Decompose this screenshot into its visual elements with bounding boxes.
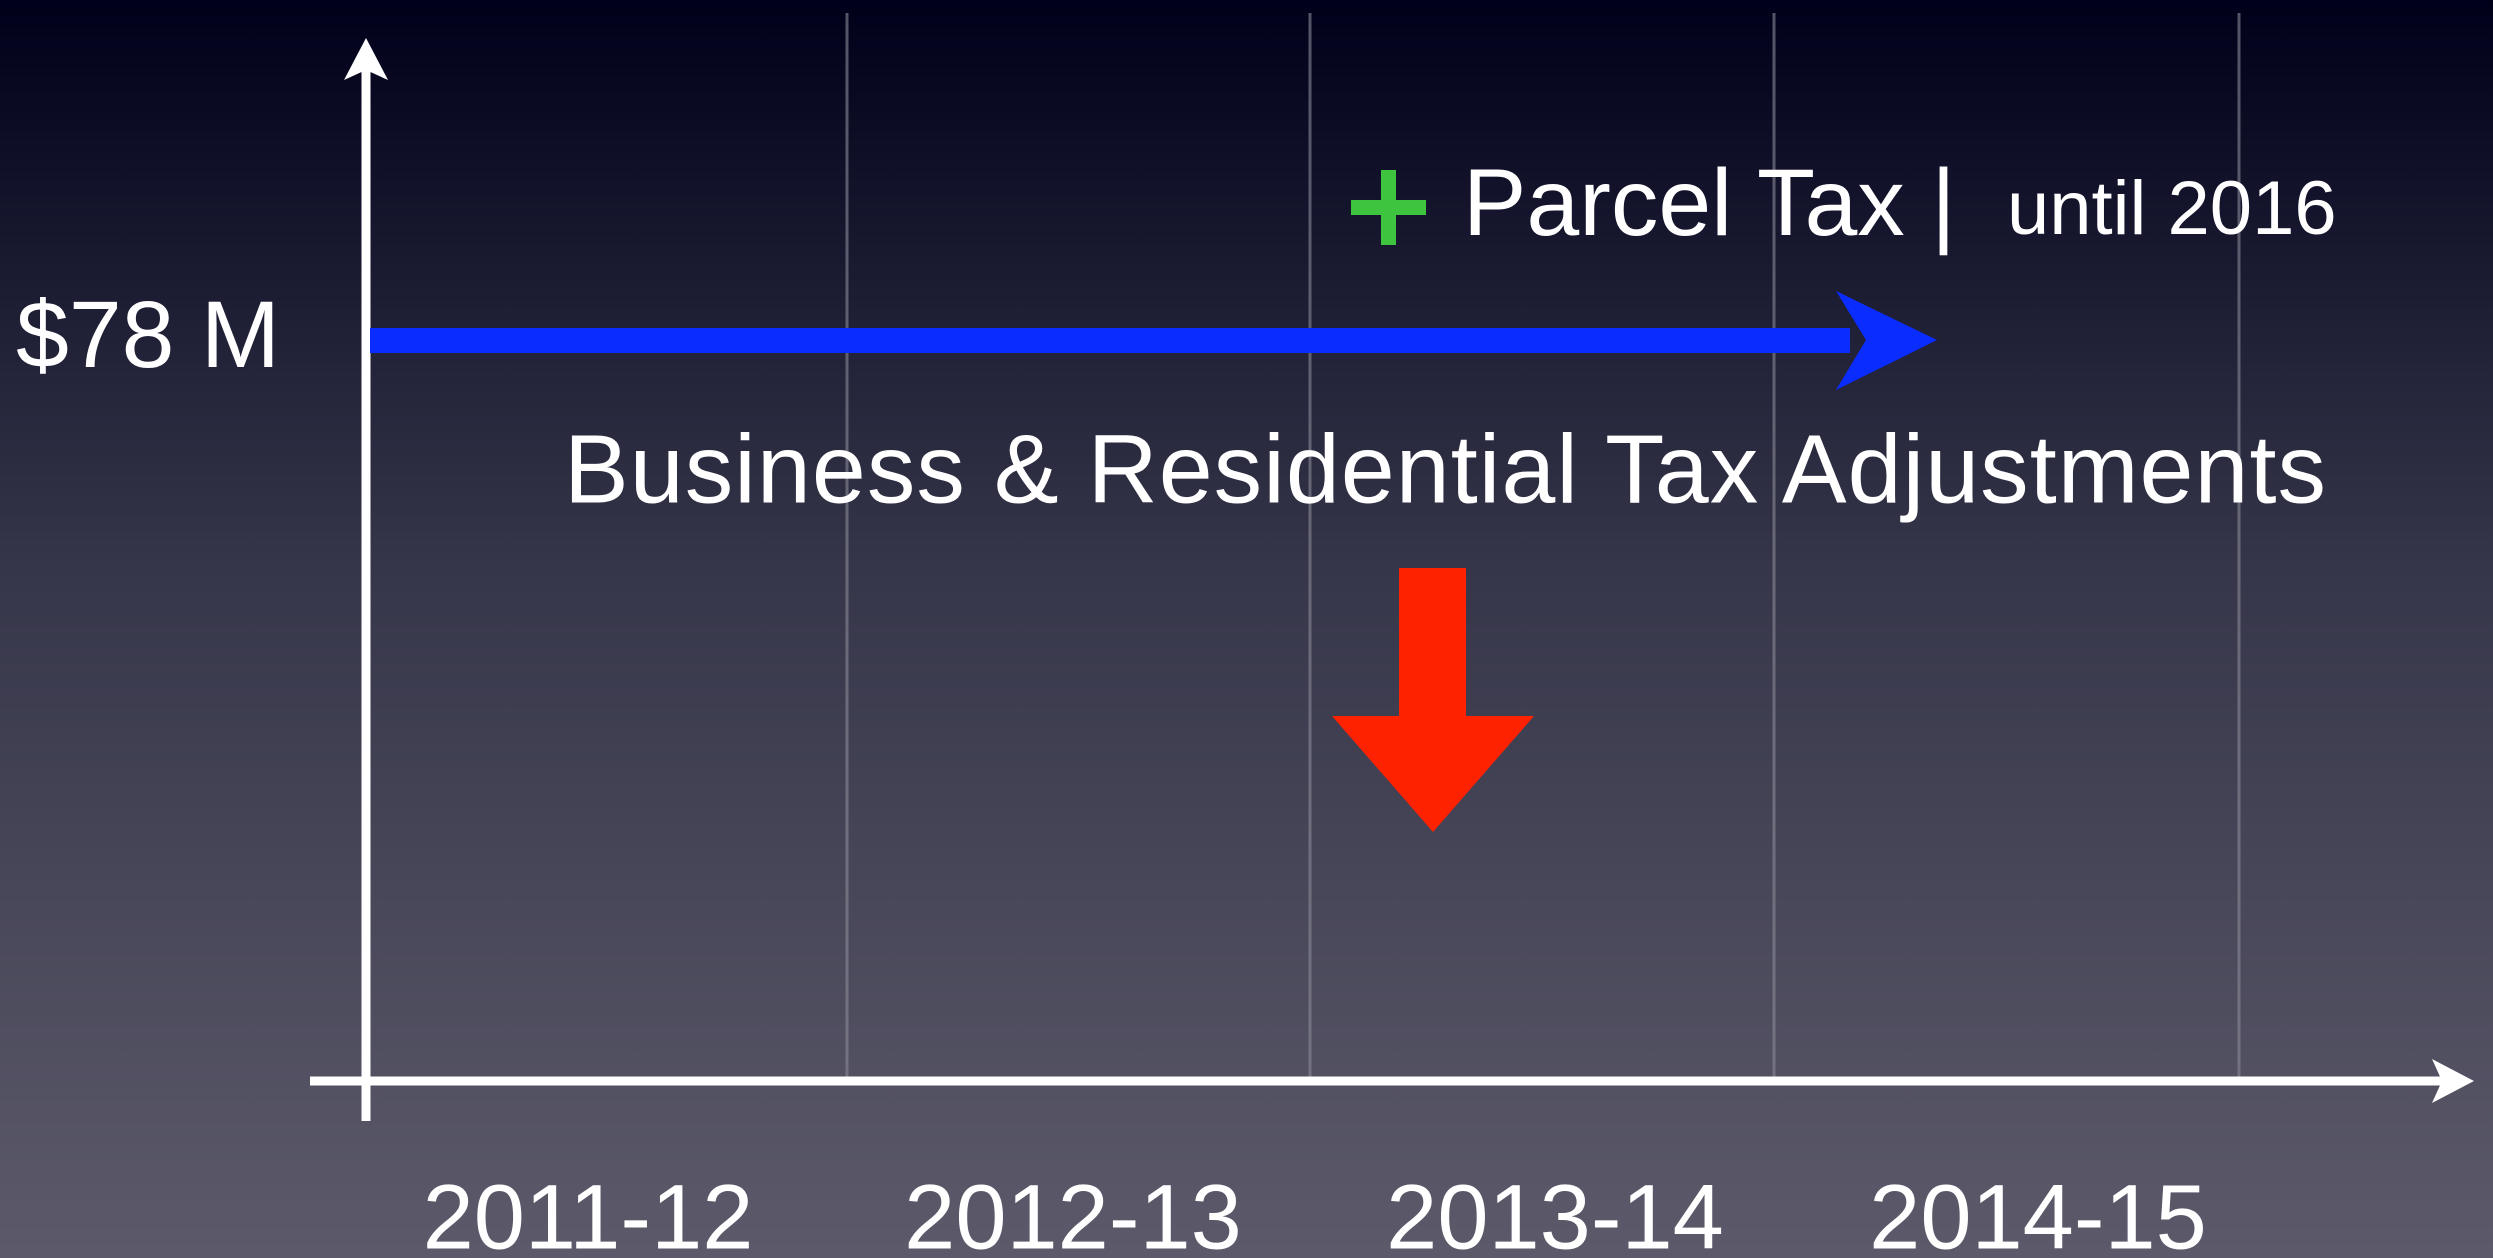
y-axis-arrow	[344, 38, 388, 80]
parcel-tax-label: Parcel Tax |	[1463, 150, 1956, 256]
x-axis-arrow	[2432, 1059, 2474, 1103]
plus-icon	[1351, 170, 1426, 245]
blue-arrow-shaft	[370, 328, 1850, 353]
red-arrow-head	[1332, 716, 1534, 832]
red-arrow-shaft	[1399, 568, 1466, 718]
y-label: $78 M	[16, 282, 280, 388]
grid	[845, 13, 2241, 1081]
adjustments-label: Business & Residential Tax Adjustments	[564, 415, 2326, 524]
x-labels: 2011-12 2012-13 2013-14 2014-15	[423, 1166, 2207, 1258]
parcel-tax-note: until 2016	[2007, 166, 2337, 251]
x-tick-label: 2011-12	[423, 1166, 754, 1258]
x-tick-label: 2012-13	[904, 1166, 1242, 1258]
blue-arrow-head	[1836, 291, 1937, 390]
x-tick-label: 2013-14	[1386, 1166, 1724, 1258]
x-tick-label: 2014-15	[1869, 1166, 2207, 1258]
